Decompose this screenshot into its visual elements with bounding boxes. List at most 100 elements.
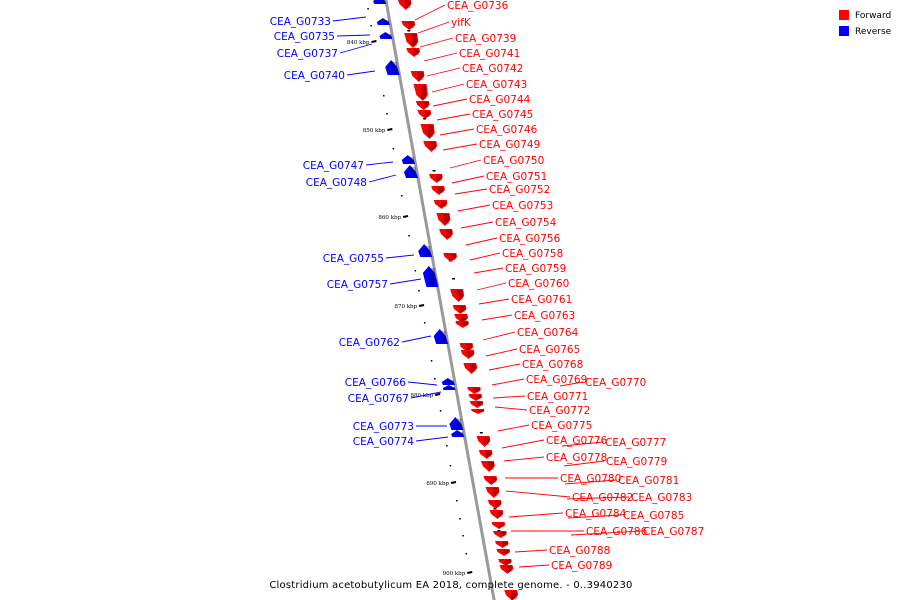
minor-tick <box>493 508 497 510</box>
minor-tick <box>462 535 464 537</box>
leader-cea-g0748 <box>368 174 397 183</box>
forward-gene-block <box>487 500 502 509</box>
minor-tick <box>423 322 426 324</box>
gene-label-cea-g0736: CEA_G0736 <box>447 0 509 12</box>
gene-label-cea-g0766: CEA_G0766 <box>345 377 407 389</box>
leader-cea-g0769 <box>491 378 525 386</box>
forward-gene-block <box>397 0 412 10</box>
leader-cea-g0745 <box>436 113 471 121</box>
gene-label-cea-g0775: CEA_G0775 <box>531 420 592 432</box>
tick-mark <box>387 128 393 131</box>
leader-yifk <box>417 21 450 34</box>
minor-tick <box>418 290 420 292</box>
gene-label-cea-g0787: CEA_G0787 <box>643 526 704 538</box>
leader-cea-g0778 <box>503 456 545 462</box>
forward-gene-block-shade <box>457 290 464 300</box>
leader-cea-g0764 <box>482 331 516 341</box>
forward-gene-block <box>429 174 443 183</box>
leader-cea-g0789 <box>518 564 550 568</box>
minor-tick <box>434 378 436 380</box>
forward-gene-block <box>439 229 453 240</box>
forward-gene-block-shade <box>505 560 512 564</box>
forward-gene-block-shade <box>430 142 437 150</box>
forward-gene-block-shade <box>462 322 469 326</box>
minor-tick <box>439 410 442 412</box>
leader-cea-g0765 <box>485 348 518 357</box>
leader-cea-g0751 <box>451 175 485 184</box>
leader-cea-g0771 <box>492 395 526 399</box>
gene-label-cea-g0735: CEA_G0735 <box>274 31 335 43</box>
gene-label-cea-g0749: CEA_G0749 <box>479 139 540 151</box>
gene-label-cea-g0770: CEA_G0770 <box>585 377 646 389</box>
gene-label-cea-g0746: CEA_G0746 <box>476 124 538 136</box>
forward-gene-block-shade <box>446 230 453 238</box>
gene-label-cea-g0784: CEA_G0784 <box>565 508 627 520</box>
tick-label: 890 kbp <box>426 481 449 487</box>
gene-label-cea-g0762: CEA_G0762 <box>339 337 400 349</box>
leader-cea-g0767 <box>410 391 442 399</box>
gene-label-cea-g0768: CEA_G0768 <box>522 359 583 371</box>
minor-tick <box>456 500 458 502</box>
forward-gene-block <box>452 305 467 314</box>
gene-label-cea-g0758: CEA_G0758 <box>502 248 563 260</box>
forward-gene-block-shade <box>483 437 490 445</box>
forward-gene-block <box>420 124 435 139</box>
forward-gene-block-shade <box>488 462 494 470</box>
forward-gene-block-shade <box>461 315 468 321</box>
forward-gene-block-shade <box>420 85 427 99</box>
forward-gene-block <box>423 141 438 152</box>
gene-label-cea-g0757: CEA_G0757 <box>327 279 388 291</box>
leader-cea-g0733 <box>332 16 367 22</box>
leader-cea-g0735 <box>336 34 371 37</box>
forward-gene-block-shade <box>404 0 411 8</box>
leader-cea-g0781 <box>564 479 617 485</box>
gene-label-cea-g0781: CEA_G0781 <box>618 475 679 487</box>
forward-gene-block <box>443 253 457 262</box>
forward-gene-block <box>476 436 491 447</box>
gene-label-cea-g0760: CEA_G0760 <box>508 278 569 290</box>
gene-labels: CEA_G0736 yifK CEA_G0739 CEA_G0741 CEA_G0742… <box>270 0 705 572</box>
forward-gene-block <box>459 343 474 352</box>
gene-label-cea-g0752: CEA_G0752 <box>489 184 550 196</box>
legend: Forward Reverse <box>839 10 892 37</box>
forward-gene-block <box>433 200 448 209</box>
gene-label-cea-g0741: CEA_G0741 <box>459 48 520 60</box>
tick-mark <box>371 40 377 43</box>
forward-gene-block <box>489 510 504 519</box>
tick-label: 900 kbp <box>443 571 466 577</box>
leader-cea-g0779 <box>563 460 605 467</box>
gene-label-cea-g0754: CEA_G0754 <box>495 217 557 229</box>
reverse-gene-block-shade <box>440 331 446 343</box>
gene-label-cea-g0761: CEA_G0761 <box>511 294 572 306</box>
forward-gene-block <box>463 363 478 374</box>
gene-label-cea-g0733: CEA_G0733 <box>270 16 331 28</box>
leader-cea-g0758 <box>469 252 501 261</box>
leader-cea-g0756 <box>465 237 498 246</box>
gene-label-cea-g0767: CEA_G0767 <box>348 393 409 405</box>
gene-label-cea-g0779: CEA_G0779 <box>606 456 667 468</box>
leader-cea-g0759 <box>473 267 504 274</box>
gene-label-cea-g0780: CEA_G0780 <box>560 473 621 485</box>
gene-label-cea-g0750: CEA_G0750 <box>483 155 544 167</box>
gene-label-cea-g0773: CEA_G0773 <box>353 421 414 433</box>
legend-forward-label: Forward <box>855 11 891 21</box>
forward-gene-block <box>498 559 512 566</box>
tick-mark <box>450 481 457 484</box>
reverse-gene-block <box>442 385 456 390</box>
forward-gene-block-shade <box>413 49 420 55</box>
forward-gene-block <box>504 590 519 600</box>
minor-tick <box>414 270 417 272</box>
reverse-gene-block <box>401 155 416 164</box>
gene-label-cea-g0756: CEA_G0756 <box>499 233 561 245</box>
forward-gene-block <box>436 213 451 226</box>
reverse-gene-block <box>449 417 464 430</box>
leader-cea-g0754 <box>460 221 494 229</box>
reverse-gene-block-shade <box>410 167 416 177</box>
leader-cea-g0747 <box>365 161 394 166</box>
forward-gene-block <box>454 314 468 323</box>
leader-cea-g0762 <box>401 335 432 343</box>
gene-features <box>373 0 519 600</box>
gene-label-yifk: yifK <box>451 17 472 29</box>
gene-label-cea-g0788: CEA_G0788 <box>549 545 610 557</box>
